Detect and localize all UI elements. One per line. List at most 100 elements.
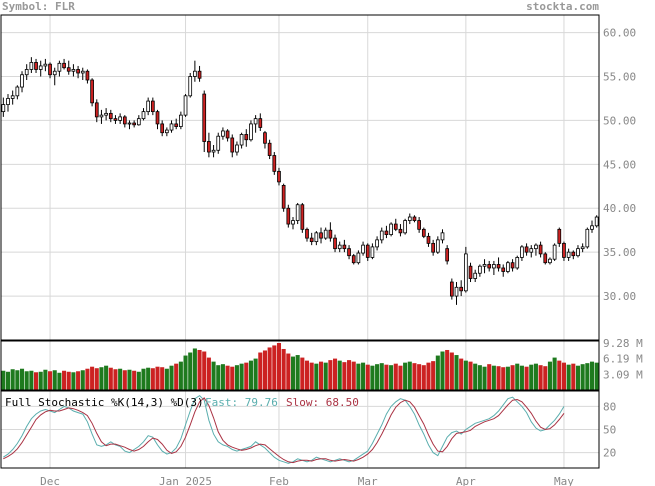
candle-body bbox=[576, 248, 580, 257]
candle-body bbox=[370, 246, 375, 258]
volume-bar bbox=[48, 371, 53, 390]
candle-body bbox=[24, 69, 29, 76]
volume-bar bbox=[169, 365, 174, 390]
candle-body bbox=[482, 264, 487, 267]
candle-body bbox=[136, 118, 141, 126]
candle-body bbox=[258, 118, 263, 128]
candle-body bbox=[375, 239, 379, 248]
volume-bar bbox=[94, 368, 99, 390]
candle-body bbox=[267, 142, 272, 156]
volume-bar bbox=[19, 368, 25, 390]
volume-bar bbox=[421, 365, 426, 390]
candle-body bbox=[165, 129, 169, 134]
candle-body bbox=[99, 114, 104, 118]
volume-bar bbox=[487, 364, 492, 390]
candle-body bbox=[361, 244, 365, 254]
candle-body bbox=[403, 220, 407, 234]
candle-body bbox=[309, 237, 314, 243]
volume-bar bbox=[361, 362, 366, 390]
candle-body bbox=[104, 112, 108, 116]
candle-body bbox=[384, 230, 389, 235]
volume-bar bbox=[393, 363, 398, 390]
volume-bar bbox=[543, 366, 548, 390]
candle-body bbox=[510, 262, 515, 269]
candle-body bbox=[356, 252, 361, 264]
candle-body bbox=[6, 98, 10, 105]
candle-body bbox=[38, 65, 43, 70]
candle-body bbox=[552, 244, 557, 260]
volume-bar bbox=[519, 365, 524, 390]
volume-bar bbox=[407, 361, 412, 390]
volume-bar bbox=[347, 360, 352, 390]
volume-bar bbox=[132, 370, 137, 390]
candle-body bbox=[473, 272, 478, 279]
candle-body bbox=[478, 265, 482, 274]
candle-body bbox=[197, 70, 202, 79]
volume-tick-label: 6.19 M bbox=[603, 353, 643, 366]
price-tick-label: 50.00 bbox=[603, 114, 636, 127]
volume-bar bbox=[491, 365, 496, 390]
volume-bar bbox=[1, 370, 6, 390]
price-panel-frame bbox=[0, 14, 600, 341]
volume-bar bbox=[351, 361, 356, 390]
candle-body bbox=[333, 237, 337, 250]
volume-bar bbox=[272, 345, 277, 390]
candle-body bbox=[337, 244, 342, 250]
volume-bar bbox=[356, 363, 361, 390]
volume-bar bbox=[24, 371, 29, 390]
volume-bar bbox=[234, 365, 239, 390]
volume-tick-label: 9.28 M bbox=[603, 337, 643, 350]
candle-body bbox=[580, 246, 585, 250]
candle-body bbox=[566, 251, 571, 258]
volume-bar bbox=[370, 365, 375, 390]
volume-bar bbox=[552, 357, 557, 390]
volume-bar bbox=[15, 370, 20, 390]
candle-body bbox=[562, 242, 566, 258]
volume-bar bbox=[323, 362, 328, 390]
candle-body bbox=[342, 244, 347, 250]
volume-bar bbox=[164, 368, 169, 390]
candle-body bbox=[440, 232, 445, 241]
candle-body bbox=[585, 228, 590, 248]
volume-bar bbox=[136, 371, 141, 390]
candle-body bbox=[393, 223, 398, 230]
price-tick-label: 40.00 bbox=[603, 202, 636, 215]
volume-bar bbox=[276, 343, 282, 390]
volume-bar bbox=[206, 357, 211, 390]
candle-body bbox=[590, 225, 594, 230]
candle-body bbox=[319, 232, 323, 239]
volume-bar bbox=[43, 369, 48, 390]
volume-bar bbox=[57, 372, 62, 390]
volume-bar bbox=[468, 361, 473, 390]
candle-body bbox=[305, 228, 309, 239]
volume-bar bbox=[575, 365, 581, 390]
volume-bar bbox=[440, 351, 445, 390]
candle-body bbox=[239, 134, 244, 146]
volume-panel-frame bbox=[0, 340, 600, 391]
volume-bar bbox=[314, 363, 319, 390]
volume-bar bbox=[538, 365, 543, 390]
volume-bar bbox=[188, 352, 193, 390]
price-tick-label: 55.00 bbox=[603, 70, 636, 83]
candle-body bbox=[141, 111, 146, 120]
candle-body bbox=[216, 135, 221, 151]
candle-body bbox=[379, 230, 384, 241]
volume-bar bbox=[127, 369, 132, 390]
candle-body bbox=[169, 123, 174, 131]
volume-bar bbox=[150, 368, 155, 390]
x-tick-label: May bbox=[554, 475, 574, 486]
volume-bar bbox=[122, 370, 127, 390]
volume-bar bbox=[10, 369, 15, 390]
candle-body bbox=[207, 141, 211, 153]
volume-bar bbox=[286, 353, 291, 390]
candle-body bbox=[244, 134, 249, 141]
volume-bar bbox=[141, 368, 146, 390]
candle-body bbox=[594, 216, 599, 227]
volume-bar bbox=[5, 371, 11, 390]
candle-body bbox=[48, 63, 52, 76]
candle-body bbox=[435, 239, 440, 253]
volume-bar bbox=[300, 357, 305, 390]
candle-body bbox=[496, 264, 501, 269]
candle-body bbox=[431, 242, 435, 253]
volume-bar bbox=[435, 355, 440, 390]
